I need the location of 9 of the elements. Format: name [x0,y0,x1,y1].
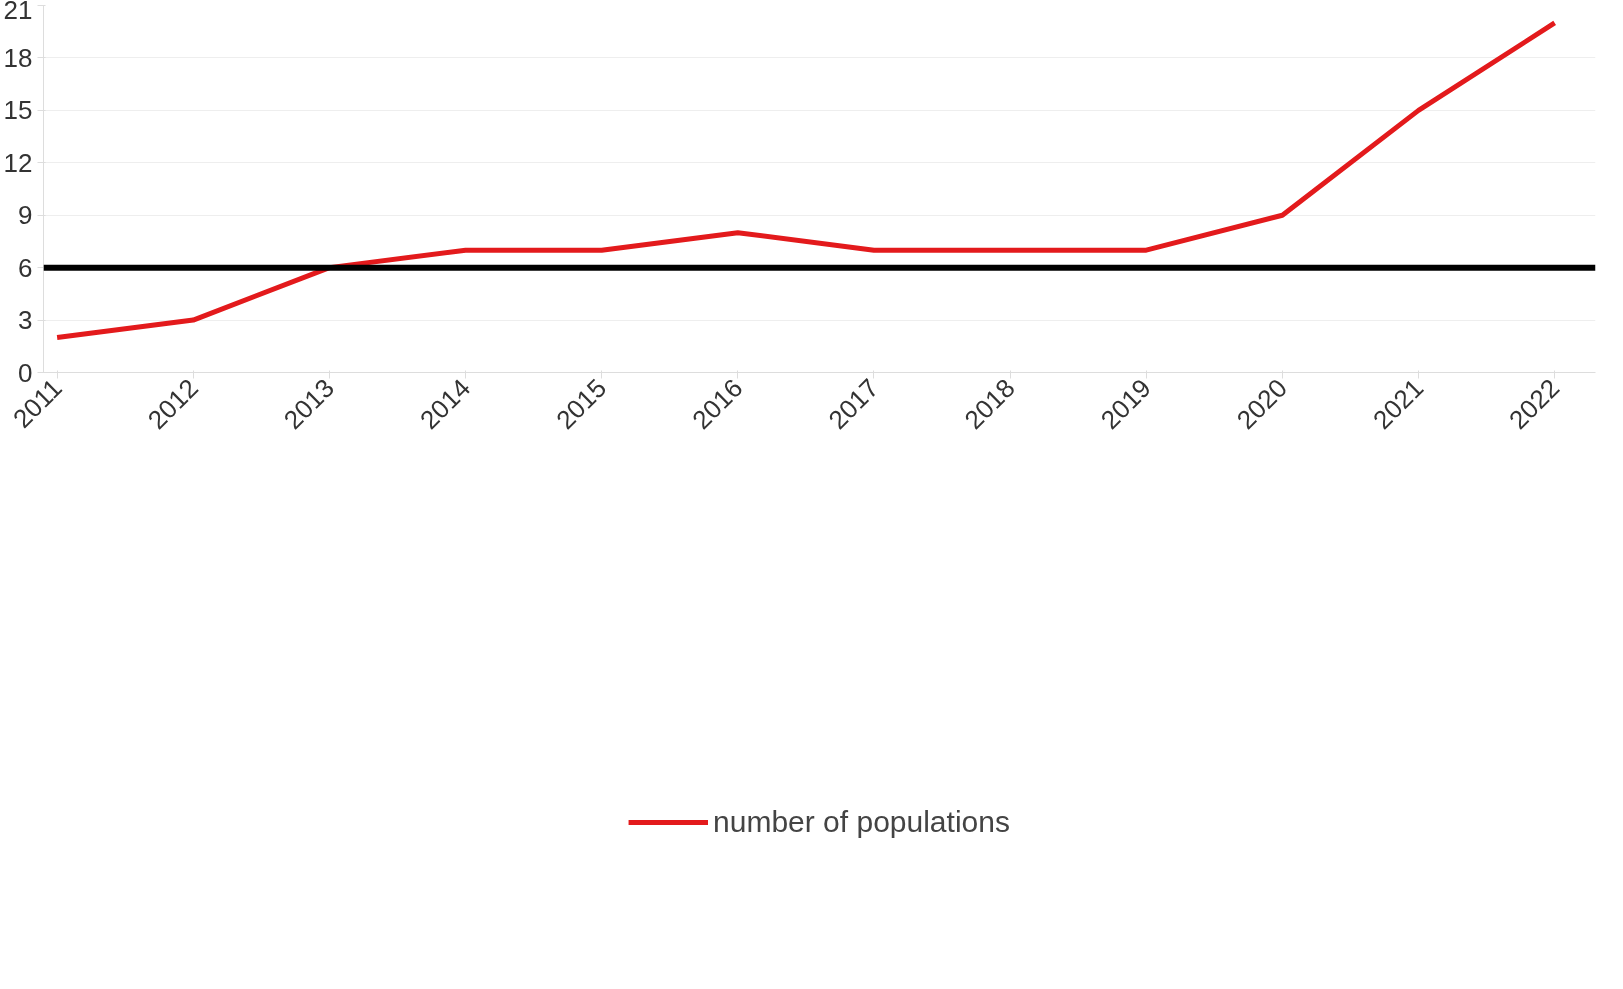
y-tick-label: 6 [18,252,33,283]
legend-label: number of populations [713,804,1010,839]
y-tick-label: 12 [3,147,33,178]
y-tick-label: 21 [3,0,33,25]
y-tick-label: 18 [3,42,33,73]
y-tick-label: 3 [18,305,33,336]
y-tick-label: 9 [18,200,33,231]
y-tick-label: 15 [3,95,33,126]
y-tick-label: 0 [18,357,33,388]
